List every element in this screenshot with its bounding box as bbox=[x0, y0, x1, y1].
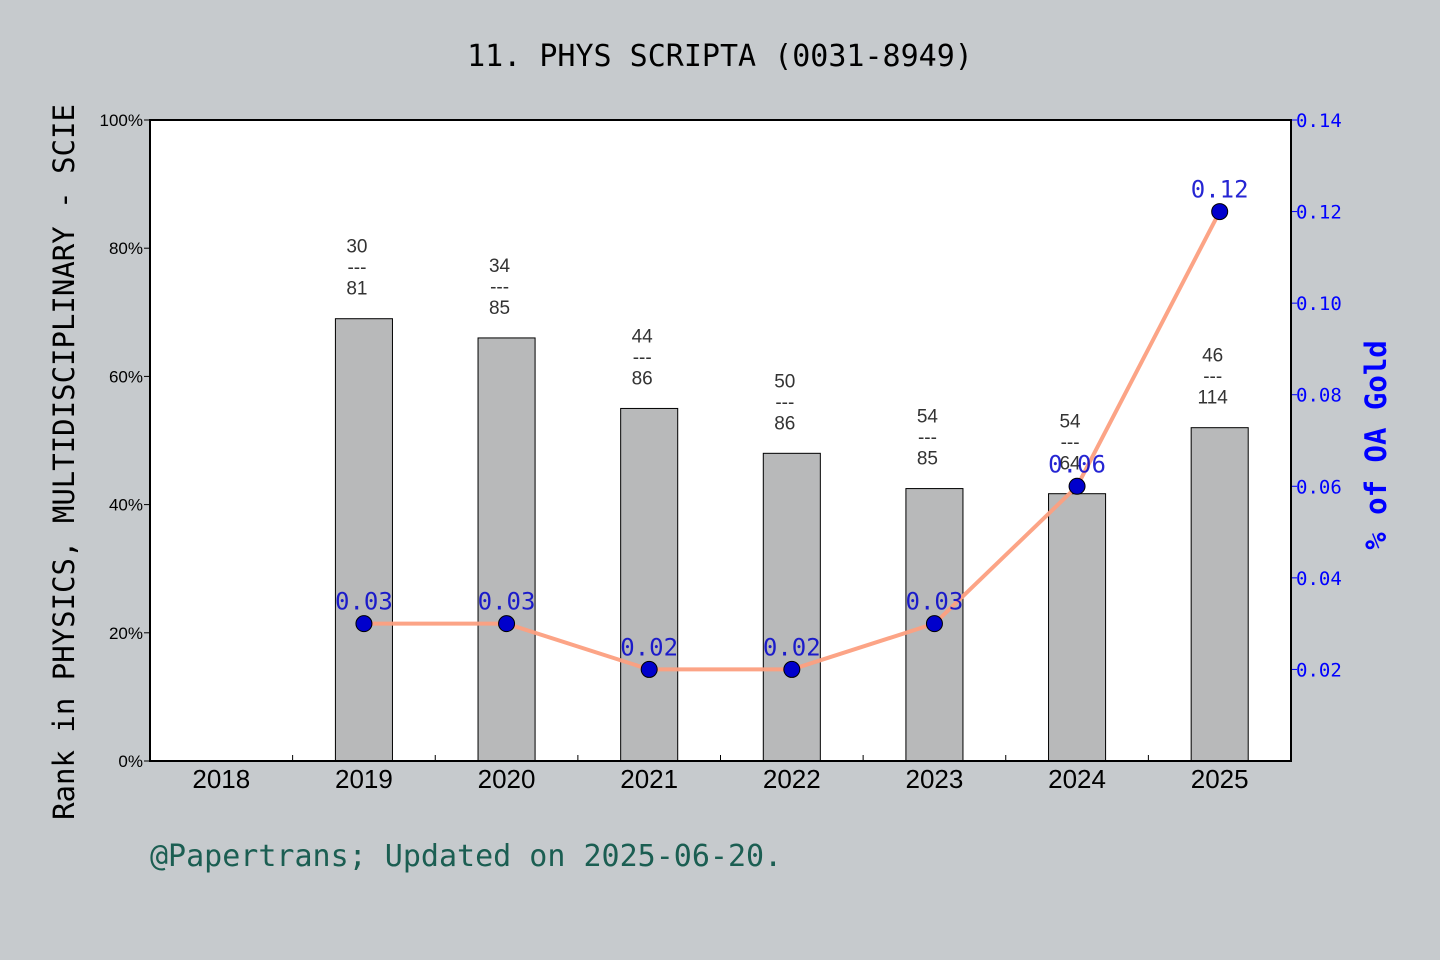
x-tick-label-2022: 2022 bbox=[763, 764, 821, 794]
x-tick-label-2025: 2025 bbox=[1191, 764, 1249, 794]
plot-area bbox=[150, 120, 1291, 761]
y-axis-label: Rank in PHYSICS, MULTIDISCIPLINARY - SCI… bbox=[47, 104, 81, 820]
oa-label-2023: 0.03 bbox=[906, 588, 964, 616]
oa-label-2024: 0.06 bbox=[1048, 450, 1106, 478]
bar-label-2023-2: 85 bbox=[917, 449, 938, 470]
bar-2019 bbox=[334, 318, 393, 762]
bar-label-2020-2: 85 bbox=[489, 298, 510, 319]
bar-label-2021-0: 44 bbox=[632, 326, 654, 347]
oa-label-2019: 0.03 bbox=[335, 588, 393, 616]
footer-note: @Papertrans; Updated on 2025-06-20. bbox=[150, 839, 782, 874]
y-tick-label: 20% bbox=[109, 624, 143, 643]
bar-label-2022-1: --- bbox=[775, 392, 794, 413]
oa-label-2022: 0.02 bbox=[763, 633, 821, 661]
y-tick-label: 0% bbox=[118, 752, 143, 771]
x-tick-label-2021: 2021 bbox=[620, 764, 678, 794]
oa-label-2021: 0.02 bbox=[620, 633, 678, 661]
bar-2024 bbox=[1048, 493, 1107, 762]
bar-2020 bbox=[477, 337, 536, 762]
x-tick-label-2020: 2020 bbox=[478, 764, 536, 794]
y-tick-label: 40% bbox=[109, 496, 143, 515]
y-tick-label: 60% bbox=[109, 367, 143, 386]
x-tick-label-2023: 2023 bbox=[906, 764, 964, 794]
y2-tick-label: 0.06 bbox=[1296, 476, 1342, 498]
x-tick-label-2019: 2019 bbox=[335, 764, 393, 794]
oa-point-2019 bbox=[355, 615, 373, 633]
y2-tick-label: 0.12 bbox=[1296, 202, 1342, 224]
y2-tick-label: 0.10 bbox=[1296, 293, 1342, 315]
y2-tick-label: 0.02 bbox=[1296, 659, 1342, 681]
bar-label-2025-2: 114 bbox=[1198, 388, 1229, 409]
bar-label-2023-0: 54 bbox=[917, 407, 939, 428]
y2-tick-label: 0.14 bbox=[1296, 110, 1342, 132]
oa-label-2020: 0.03 bbox=[478, 588, 536, 616]
bar-label-2024-0: 54 bbox=[1059, 412, 1081, 433]
oa-point-2022 bbox=[783, 660, 801, 678]
bar-label-2022-0: 50 bbox=[774, 371, 795, 392]
oa-point-2023 bbox=[925, 615, 943, 633]
bar-label-2025-0: 46 bbox=[1202, 346, 1223, 367]
bar-label-2024-1: --- bbox=[1061, 433, 1080, 454]
y-tick-label: 80% bbox=[109, 239, 143, 258]
oa-point-2021 bbox=[640, 660, 658, 678]
chart-title: 11. PHYS SCRIPTA (0031-8949) bbox=[467, 39, 973, 74]
bar-2022 bbox=[762, 452, 821, 762]
y2-axis-label: % of OA Gold bbox=[1359, 340, 1393, 550]
bar-label-2025-1: --- bbox=[1203, 367, 1222, 388]
bar-2025 bbox=[1190, 427, 1249, 762]
bar-label-2021-2: 86 bbox=[632, 368, 653, 389]
bar-label-2020-1: --- bbox=[490, 277, 509, 298]
bar-label-2023-1: --- bbox=[918, 428, 937, 449]
y-tick-label: 100% bbox=[100, 111, 143, 130]
x-tick-label-2018: 2018 bbox=[192, 764, 250, 794]
bar-label-2019-0: 30 bbox=[346, 237, 367, 258]
y2-tick-label: 0.04 bbox=[1296, 568, 1342, 590]
bar-label-2022-2: 86 bbox=[774, 413, 795, 434]
oa-label-2025: 0.12 bbox=[1191, 176, 1249, 204]
bar-label-2020-0: 34 bbox=[489, 256, 511, 277]
bar-label-2019-2: 81 bbox=[346, 279, 367, 300]
oa-point-2024 bbox=[1068, 477, 1086, 495]
oa-point-2025 bbox=[1211, 203, 1229, 221]
bar-label-2019-1: --- bbox=[347, 258, 366, 279]
bar-2021 bbox=[620, 407, 679, 762]
bar-label-2021-1: --- bbox=[633, 347, 652, 368]
oa-point-2020 bbox=[498, 615, 516, 633]
bar-label-2024-2: 64 bbox=[1059, 454, 1081, 475]
x-tick-label-2024: 2024 bbox=[1048, 764, 1106, 794]
y2-tick-label: 0.08 bbox=[1296, 385, 1342, 407]
